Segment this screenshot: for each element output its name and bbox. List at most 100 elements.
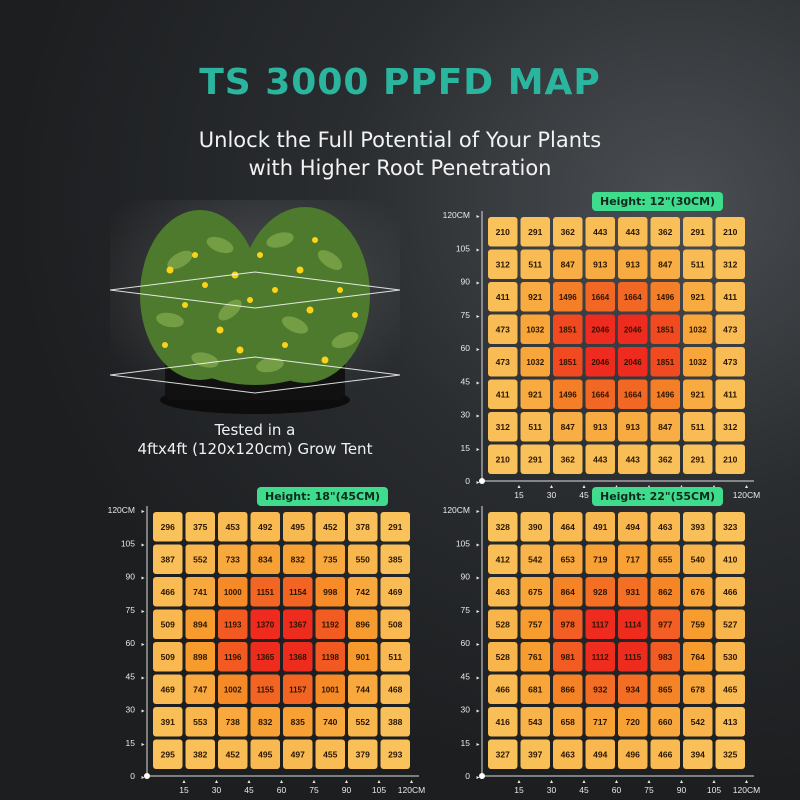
heatmap-cell-value: 998 (323, 587, 337, 597)
y-tick-mark: ▸ (476, 246, 479, 253)
x-tick-label: 15 (179, 785, 189, 795)
heatmap-cell (315, 577, 345, 607)
x-tick-label: 60 (612, 785, 622, 795)
heatmap-cell-value: 210 (723, 454, 737, 464)
heatmap-cell (218, 544, 248, 574)
heatmap-cell (650, 609, 680, 639)
x-tick-label: 30 (547, 785, 557, 795)
heatmap-cell (488, 512, 518, 542)
heatmap-cell-value: 312 (496, 422, 510, 432)
heatmap-cell (553, 444, 583, 474)
heatmap-cell-value: 1192 (322, 620, 340, 629)
heatmap-cell (618, 577, 648, 607)
x-tick-mark: ▴ (615, 778, 618, 785)
heatmap-cell-value: 494 (593, 749, 607, 759)
heatmap-cell-value: 291 (388, 522, 402, 532)
heatmap-cell (283, 674, 313, 704)
heatmap-cell (683, 674, 713, 704)
heatmap-cell (153, 739, 183, 769)
heatmap-cell-value: 1365 (256, 653, 274, 662)
heatmap-cell-value: 463 (658, 522, 672, 532)
heatmap-cell (250, 609, 280, 639)
x-tick-mark: ▴ (647, 483, 650, 490)
heatmap-cell-value: 542 (528, 554, 542, 564)
y-tick-mark: ▸ (141, 608, 144, 615)
heatmap-cell (683, 282, 713, 312)
heatmap-cell-value: 410 (723, 554, 737, 564)
x-tick-mark: ▴ (550, 778, 553, 785)
x-tick-mark: ▴ (247, 778, 250, 785)
y-tick-mark: ▸ (476, 641, 479, 648)
heatmap-cell-value: 543 (528, 717, 542, 727)
heatmap-cell (520, 379, 550, 409)
heatmap-cell (585, 379, 615, 409)
heatmap-cell-value: 388 (388, 717, 402, 727)
heatmap-cell (250, 674, 280, 704)
heatmap-cell (250, 642, 280, 672)
heatmap-svg: 120CM▸105▸90▸75▸60▸45▸30▸15▸0▸15▴30▴45▴6… (108, 505, 426, 795)
y-tick-mark: ▸ (476, 313, 479, 320)
y-tick-label: 75 (461, 310, 471, 320)
heatmap-cell (185, 577, 215, 607)
heatmap-cell (650, 577, 680, 607)
heatmap-cell (650, 314, 680, 344)
heatmap-cell-value: 210 (496, 227, 510, 237)
heatmap-cell (683, 642, 713, 672)
heatmap-cell (488, 282, 518, 312)
heatmap-cell (715, 609, 745, 639)
heatmap-cell (250, 577, 280, 607)
heatmap-cell-value: 847 (561, 422, 575, 432)
x-tick-mark: ▴ (745, 778, 748, 785)
heatmap-cell (185, 544, 215, 574)
heatmap-cell (488, 544, 518, 574)
heatmap-cell-value: 473 (723, 324, 737, 334)
heatmap-cell-value: 473 (496, 357, 510, 367)
y-tick-mark: ▸ (141, 674, 144, 681)
heatmap-cell-value: 312 (496, 259, 510, 269)
x-tick-label: 30 (547, 490, 557, 500)
heatmap-cell (553, 249, 583, 279)
heatmap-cell (618, 314, 648, 344)
y-tick-label: 105 (121, 538, 135, 548)
heatmap-cell (348, 642, 378, 672)
heatmap-cell-value: 1496 (559, 293, 577, 302)
heatmap-cell-value: 452 (226, 749, 240, 759)
heatmap-cell (520, 282, 550, 312)
y-tick-mark: ▸ (141, 508, 144, 515)
x-tick-mark: ▴ (647, 778, 650, 785)
heatmap-cell-value: 511 (691, 259, 705, 269)
heatmap-cell (585, 282, 615, 312)
heatmap-cell (315, 512, 345, 542)
heatmap-cell (585, 314, 615, 344)
heatmap-cell (553, 739, 583, 769)
heatmap-cell-value: 898 (193, 652, 207, 662)
heatmap-cell (683, 217, 713, 247)
x-tick-mark: ▴ (745, 483, 748, 490)
heatmap-cell-value: 847 (658, 259, 672, 269)
y-tick-label: 105 (456, 243, 470, 253)
heatmap-svg: 120CM▸105▸90▸75▸60▸45▸30▸15▸0▸15▴30▴45▴6… (443, 505, 761, 795)
x-tick-mark: ▴ (517, 778, 520, 785)
heatmap-cell (520, 739, 550, 769)
height-badge: Height: 22"(55CM) (592, 487, 724, 506)
heatmap-cell (650, 707, 680, 737)
heatmap-cell (488, 314, 518, 344)
heatmap-cell-value: 509 (161, 619, 175, 629)
heatmap-cell (283, 642, 313, 672)
x-tick-label: 30 (212, 785, 222, 795)
axis-origin-dot (479, 773, 485, 779)
heatmap-cell-value: 894 (193, 619, 207, 629)
heatmap-cell (618, 707, 648, 737)
heatmap-cell (520, 707, 550, 737)
heatmap-cell (618, 739, 648, 769)
heatmap-cell (380, 674, 410, 704)
y-tick-label: 120CM (108, 505, 135, 515)
heatmap-cell-value: 981 (561, 652, 575, 662)
heatmap-cell (650, 412, 680, 442)
heatmap-cell (650, 249, 680, 279)
heatmap-cell (553, 379, 583, 409)
heatmap-cell-value: 540 (691, 554, 705, 564)
heatmap-cell (250, 512, 280, 542)
heatmap-cell (553, 577, 583, 607)
heatmap-cell-value: 866 (561, 684, 575, 694)
